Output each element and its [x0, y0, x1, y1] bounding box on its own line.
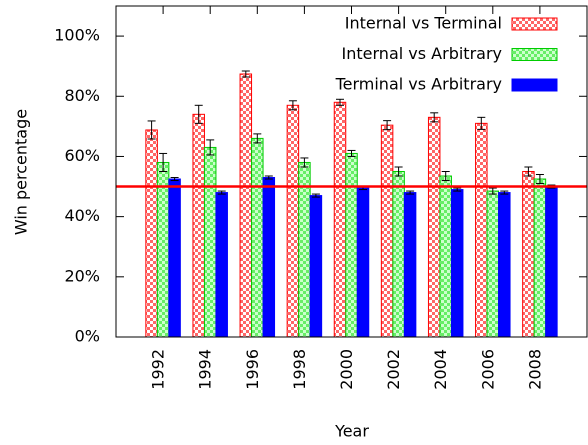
x-tick-label: 2002: [384, 349, 403, 390]
x-tick-label: 1992: [149, 349, 168, 390]
plot-frame: [115, 5, 588, 338]
bar: [156, 161, 170, 338]
bar: [298, 161, 311, 338]
legend-swatch: [511, 48, 558, 61]
bar: [251, 137, 264, 338]
bar: [203, 146, 217, 338]
y-tick-label: 60%: [64, 146, 100, 165]
bar: [333, 101, 347, 338]
bar: [262, 177, 276, 338]
y-tick-label: 100%: [54, 26, 100, 45]
y-tick-label: 80%: [64, 86, 100, 105]
x-tick-label: 2008: [525, 349, 544, 390]
x-tick-label: 2006: [478, 349, 497, 390]
bar: [286, 104, 300, 338]
bar: [192, 113, 205, 338]
x-tick-label: 1994: [196, 349, 215, 390]
y-tick-label: 20%: [64, 266, 100, 285]
bar: [356, 187, 370, 338]
bar: [380, 124, 394, 338]
bar: [522, 171, 535, 338]
x-tick-label: 2004: [431, 349, 450, 390]
bar: [545, 186, 558, 338]
legend-swatch: [511, 17, 558, 31]
bar: [475, 122, 488, 338]
bar: [486, 190, 500, 338]
x-tick-label: 2000: [337, 349, 356, 390]
y-tick-label: 0%: [75, 327, 100, 346]
legend-label: Internal vs Arbitrary: [342, 44, 502, 63]
bar: [533, 178, 547, 338]
bar: [392, 171, 405, 338]
bar: [403, 192, 417, 338]
x-tick-label: 1996: [243, 349, 262, 390]
bar: [427, 116, 441, 338]
bar: [345, 152, 358, 338]
bar: [309, 195, 323, 338]
legend-label: Internal vs Terminal: [345, 14, 502, 33]
bar: [168, 178, 181, 338]
bar: [145, 129, 158, 338]
legend-swatch: [511, 78, 558, 92]
y-tick-label: 40%: [64, 206, 100, 225]
bar: [239, 73, 253, 338]
y-axis-label: Win percentage: [12, 109, 31, 235]
bar: [215, 192, 228, 338]
bar: [450, 189, 464, 338]
legend-label: Terminal vs Arbitrary: [335, 75, 502, 94]
x-tick-label: 1998: [290, 349, 309, 390]
x-axis-label: Year: [334, 422, 369, 441]
bar: [439, 175, 452, 338]
bar: [498, 192, 511, 338]
